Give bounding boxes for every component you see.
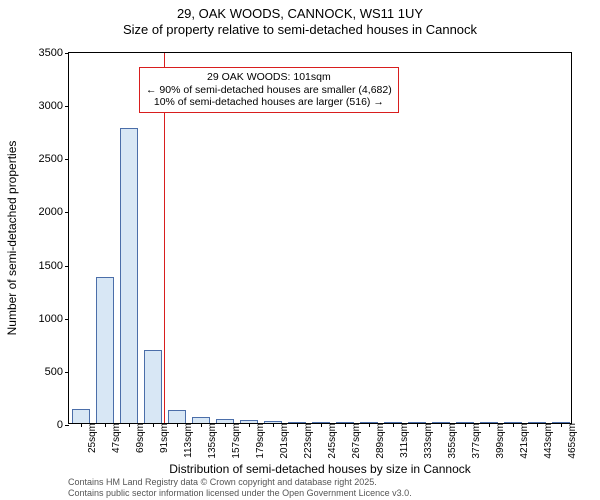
- chart-title: 29, OAK WOODS, CANNOCK, WS11 1UY Size of…: [0, 0, 600, 39]
- x-tick-label: 465sqm: [561, 423, 578, 459]
- x-tick-label: 399sqm: [489, 423, 506, 459]
- y-axis-label: Number of semi-detached properties: [5, 141, 19, 336]
- x-tick-label: 333sqm: [417, 423, 434, 459]
- footer-line-1: Contains HM Land Registry data © Crown c…: [68, 477, 412, 487]
- x-axis-label: Distribution of semi-detached houses by …: [68, 462, 572, 476]
- x-tick-label: 201sqm: [273, 423, 290, 459]
- footer-attribution: Contains HM Land Registry data © Crown c…: [68, 477, 412, 498]
- x-tick-label: 25sqm: [81, 423, 98, 453]
- annotation-box: 29 OAK WOODS: 101sqm← 90% of semi-detach…: [139, 67, 399, 113]
- x-tick-label: 179sqm: [249, 423, 266, 459]
- x-tick-label: 377sqm: [465, 423, 482, 459]
- x-tick-label: 355sqm: [441, 423, 458, 459]
- title-line-1: 29, OAK WOODS, CANNOCK, WS11 1UY: [0, 6, 600, 22]
- plot-area: 050010001500200025003000350025sqm47sqm69…: [68, 52, 572, 424]
- x-tick-label: 267sqm: [345, 423, 362, 459]
- histogram-bar: [72, 409, 90, 423]
- x-tick-label: 421sqm: [513, 423, 530, 459]
- annotation-line: 10% of semi-detached houses are larger (…: [146, 96, 392, 109]
- histogram-bar: [144, 350, 162, 423]
- x-tick-label: 289sqm: [369, 423, 386, 459]
- x-tick-label: 113sqm: [177, 423, 194, 458]
- annotation-line: ← 90% of semi-detached houses are smalle…: [146, 84, 392, 97]
- x-tick-label: 47sqm: [105, 423, 122, 453]
- footer-line-2: Contains public sector information licen…: [68, 488, 412, 498]
- title-line-2: Size of property relative to semi-detach…: [0, 22, 600, 38]
- x-tick-label: 157sqm: [225, 423, 242, 459]
- x-tick-label: 245sqm: [321, 423, 338, 459]
- x-tick-label: 135sqm: [201, 423, 218, 459]
- histogram-bar: [168, 410, 186, 423]
- histogram-bar: [96, 277, 114, 423]
- x-tick-label: 223sqm: [297, 423, 314, 459]
- x-tick-label: 69sqm: [129, 423, 146, 453]
- histogram-bar: [120, 128, 138, 423]
- x-tick-label: 91sqm: [153, 423, 170, 453]
- x-tick-label: 443sqm: [537, 423, 554, 459]
- x-tick-label: 311sqm: [393, 423, 410, 458]
- annotation-line: 29 OAK WOODS: 101sqm: [146, 71, 392, 84]
